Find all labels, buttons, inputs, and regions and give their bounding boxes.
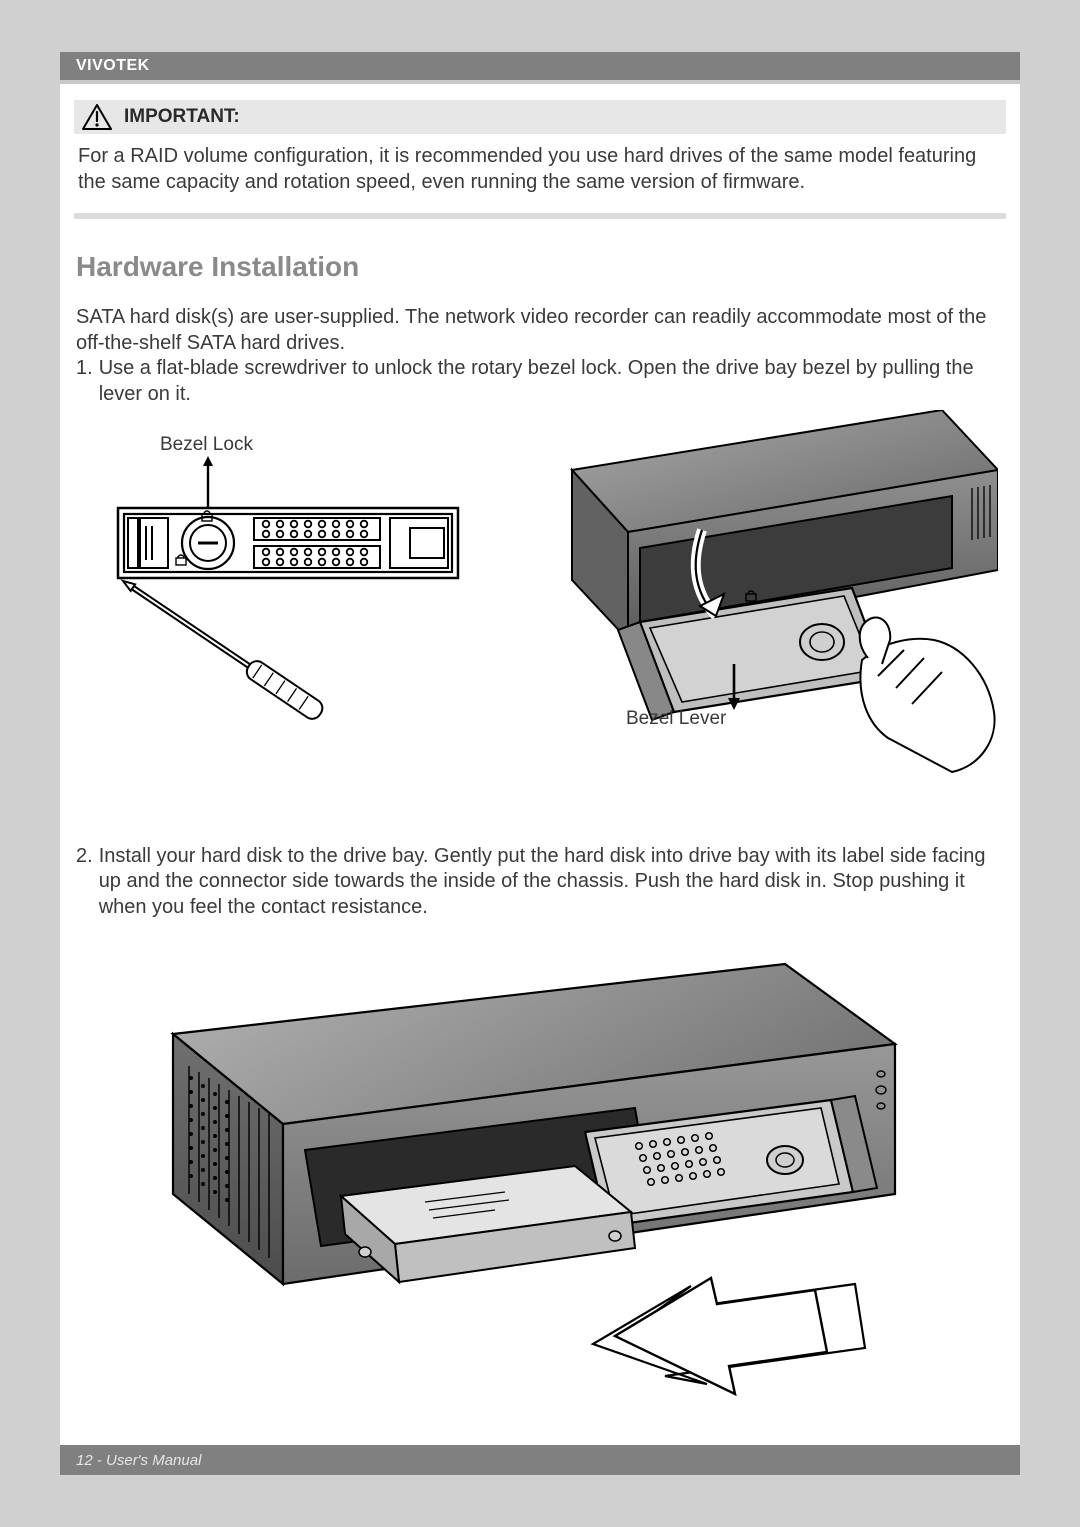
warning-icon: [82, 104, 112, 130]
section-title: Hardware Installation: [74, 251, 1006, 283]
important-text: For a RAID volume configuration, it is r…: [74, 134, 1006, 195]
step-1-text: Use a flat-blade screwdriver to unlock t…: [99, 356, 1004, 407]
brand-text: VIVOTEK: [76, 57, 150, 75]
figure-bezel-lock: Bezel Lock: [90, 410, 486, 760]
label-bezel-lock: Bezel Lock: [160, 434, 253, 456]
figure-hdd-insert: [95, 944, 985, 1414]
important-label: IMPORTANT:: [124, 106, 240, 128]
content: IMPORTANT: For a RAID volume configurati…: [60, 84, 1020, 1414]
page: VIVOTEK IMPORTANT: For a RAID volume con…: [60, 52, 1020, 1475]
footer-band: 12 - User's Manual: [60, 1445, 1020, 1475]
figure-row-1: Bezel Lock: [74, 410, 1006, 830]
step-1-number: 1.: [76, 356, 99, 407]
header-band: VIVOTEK: [60, 52, 1020, 80]
figure-bezel-lever: Bezel Lever: [532, 410, 998, 830]
label-bezel-lever: Bezel Lever: [626, 708, 726, 730]
important-bar: IMPORTANT:: [74, 100, 1006, 134]
section-divider: [74, 213, 1006, 219]
page-outer: VIVOTEK IMPORTANT: For a RAID volume con…: [0, 0, 1080, 1527]
intro-paragraph: SATA hard disk(s) are user-supplied. The…: [74, 305, 1006, 356]
footer-text: 12 - User's Manual: [76, 1452, 201, 1469]
step-2: 2. Install your hard disk to the drive b…: [74, 844, 1006, 921]
spacer: [74, 830, 1006, 844]
step-1: 1. Use a flat-blade screwdriver to unloc…: [74, 356, 1006, 407]
step-2-text: Install your hard disk to the drive bay.…: [99, 844, 1004, 921]
step-2-number: 2.: [76, 844, 99, 921]
